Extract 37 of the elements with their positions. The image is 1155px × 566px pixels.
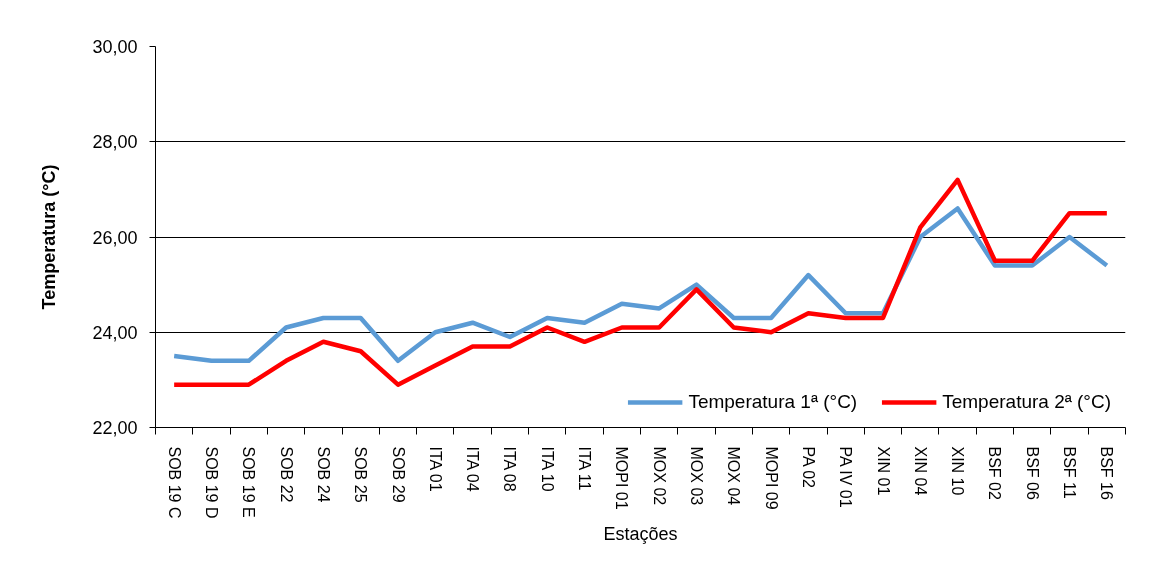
x-tick-label: MOPI 01: [613, 446, 631, 510]
x-tick-label: ITA 04: [464, 446, 482, 492]
y-tick-label: 28,00: [92, 132, 138, 153]
legend-label: Temperatura 1ª (°C): [688, 391, 858, 413]
x-tick-label: SOB 19 E: [240, 446, 258, 518]
x-tick-label: BSF 06: [1023, 446, 1041, 500]
x-tick-label: MOPI 09: [762, 446, 780, 510]
x-tick-label: SOB 25: [352, 446, 370, 503]
y-tick-label: 22,00: [92, 418, 138, 438]
legend-label: Temperatura 2ª (°C): [942, 391, 1111, 413]
x-tick-label: XIN 10: [949, 446, 967, 496]
x-tick-label: ITA 10: [538, 446, 556, 492]
x-tick-label: SOB 22: [277, 446, 295, 503]
x-tick-label: SOB 19 D: [202, 446, 220, 519]
x-tick-label: MOX 02: [650, 446, 668, 506]
x-tick-label: XIN 01: [874, 446, 892, 496]
x-tick-label: XIN 04: [911, 446, 929, 496]
line-series: [171, 177, 1110, 387]
x-tick-label: ITA 01: [426, 446, 444, 492]
x-tick-label: BSF 02: [986, 446, 1004, 500]
y-tick-label: 26,00: [92, 227, 138, 248]
x-tick-label: ITA 11: [576, 446, 594, 491]
x-tick-label: PA IV 01: [837, 446, 855, 508]
x-tick-label: PA 02: [799, 446, 817, 489]
y-axis-title: Temperatura (°C): [39, 164, 60, 310]
y-tick-label: 30,00: [92, 37, 138, 57]
x-tick-label: BSF 11: [1061, 446, 1079, 499]
x-tick-label: MOX 03: [687, 446, 705, 506]
y-tick-label: 24,00: [92, 322, 138, 343]
x-tick-label: MOX 04: [725, 446, 743, 506]
x-tick-label: SOB 29: [389, 446, 407, 503]
line-series: [171, 206, 1110, 364]
x-tick-label: BSF 16: [1098, 446, 1116, 500]
x-tick-label: ITA 08: [501, 446, 519, 492]
x-tick-label: SOB 19 C: [165, 446, 183, 519]
x-tick-label: SOB 24: [314, 446, 332, 503]
x-axis-title: Estações: [603, 523, 678, 544]
